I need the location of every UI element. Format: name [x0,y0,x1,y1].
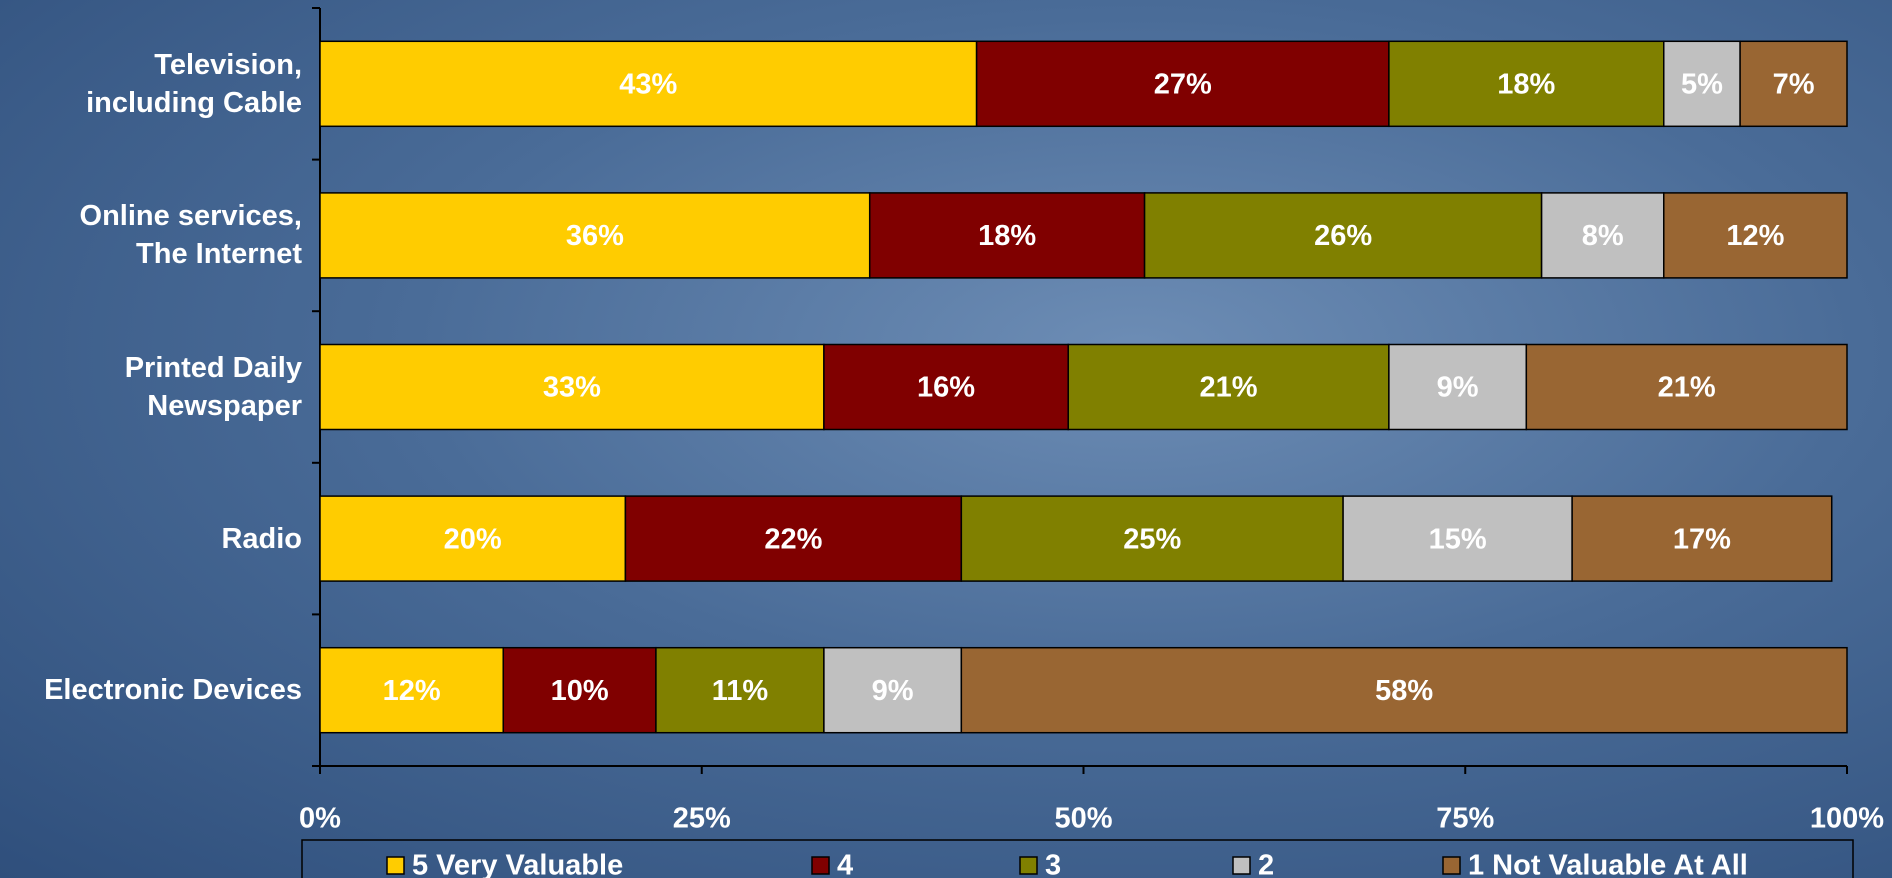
legend-box [301,839,1854,878]
value-label: 5% [1681,68,1723,100]
bar-segment [1388,343,1528,431]
bar-segment [823,646,963,734]
bar-segment [960,646,1848,734]
category-label: Printed Daily Newspaper [124,352,302,422]
value-label: 21% [1658,372,1716,404]
bar-segment [960,495,1344,582]
bar-segment [975,40,1390,128]
legend-marker [811,856,830,875]
legend-marker [1442,856,1461,875]
value-label: 21% [1200,372,1258,404]
bar-segment [1663,40,1741,128]
bar-segment [319,40,978,128]
value-label: 10% [551,675,609,707]
value-label: 9% [872,675,914,707]
value-label: 26% [1314,220,1372,252]
bar-segment [319,343,825,431]
value-label: 58% [1375,675,1433,707]
bar-segment [1663,192,1848,279]
value-label: 17% [1673,523,1731,555]
category-label: Online services, The Internet [79,200,302,271]
legend-marker [1019,856,1038,875]
value-label: 27% [1154,68,1212,100]
value-label: 12% [383,675,441,707]
bar-segment [319,192,871,279]
bar-segment [624,495,963,582]
value-label: 9% [1437,372,1479,404]
x-tick-label: 50% [1054,803,1112,835]
bar-segment [1388,40,1665,128]
bar-segment [1739,40,1848,128]
legend-label: 4 [837,850,853,878]
value-label: 20% [444,523,502,555]
bar-segment [502,646,657,734]
bar-segment [868,192,1146,279]
value-label: 22% [764,523,822,555]
legend-label: 3 [1045,850,1061,878]
bar-segment [319,495,627,582]
value-label: 33% [543,372,601,404]
value-label: 15% [1429,523,1487,555]
bar-segment [1571,495,1833,582]
legend-marker [1232,856,1251,875]
x-tick-label: 100% [1810,803,1884,835]
bar-segment [1067,343,1390,431]
value-label: 18% [1497,68,1555,100]
value-label: 8% [1582,220,1624,252]
value-label: 11% [712,675,769,707]
bar-segment [1342,495,1573,582]
x-tick-label: 75% [1436,803,1494,835]
x-tick-label: 0% [299,803,341,835]
value-label: 12% [1726,220,1784,252]
value-label: 43% [619,68,677,100]
legend-label: 2 [1258,850,1274,878]
value-label: 25% [1123,523,1181,555]
value-label: 36% [566,220,624,252]
value-label: 7% [1773,68,1815,100]
legend-marker [386,856,405,875]
value-label: 18% [978,220,1036,252]
category-label: Electronic Devices [44,674,302,707]
value-label: 16% [917,372,975,404]
bar-segment [1525,343,1848,431]
legend-label: 5 Very Valuable [412,850,623,878]
x-tick-label: 25% [673,803,731,835]
legend-label: 1 Not Valuable At All [1468,850,1748,878]
bar-segment [1540,192,1665,279]
category-label: Radio [221,522,302,555]
category-label: Television, including Cable [86,48,302,119]
